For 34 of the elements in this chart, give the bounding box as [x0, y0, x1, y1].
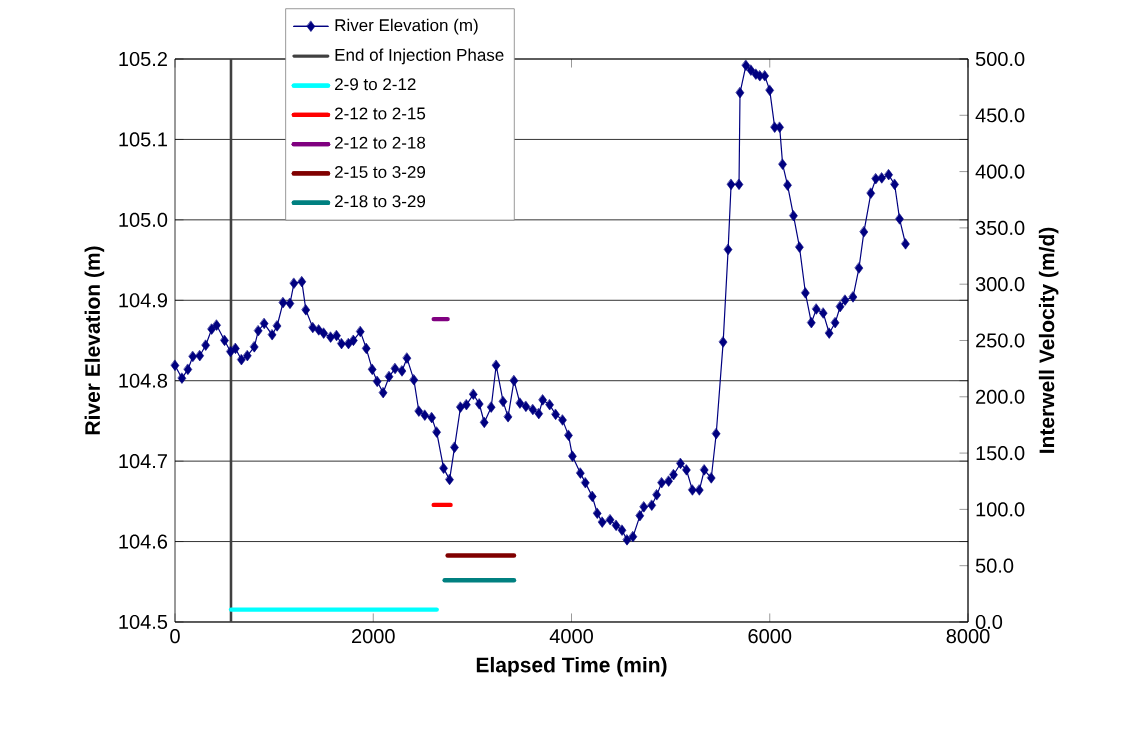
- y2-tick-label: 200.0: [976, 389, 1025, 404]
- y2-tick-label: 250.0: [976, 333, 1025, 348]
- y-tick-label: 105.1: [119, 132, 167, 147]
- y-tick-label: 104.8: [119, 373, 168, 388]
- y2-tick-label: 350.0: [975, 220, 1025, 235]
- x-tick-label: 6000: [748, 629, 792, 644]
- y-tick-label: 105.0: [119, 212, 168, 227]
- y2-axis-title: Interwell Velocity (m/d): [1038, 227, 1059, 453]
- y-axis-title: River Elevation (m): [84, 246, 105, 435]
- legend-label: 2-9 to 2-12: [335, 78, 416, 91]
- x-axis-title: Elapsed Time (min): [476, 656, 667, 677]
- y2-tick-label: 100.0: [976, 502, 1025, 517]
- legend-label: 2-12 to 2-18: [335, 136, 426, 149]
- y-tick-label: 104.6: [119, 534, 168, 549]
- legend-label: River Elevation (m): [335, 18, 478, 35]
- y2-tick-label: 400.0: [975, 164, 1025, 179]
- x-tick-label: 2000: [352, 629, 395, 644]
- legend-label: 2-12 to 2-15: [335, 107, 426, 120]
- x-tick-label: 0: [170, 629, 180, 644]
- y2-tick-label: 150.0: [976, 446, 1025, 461]
- legend-label: End of Injection Phase: [335, 48, 504, 65]
- y-tick-label: 105.2: [119, 51, 167, 67]
- y2-tick-label: 450.0: [975, 108, 1025, 123]
- y2-tick-label: 300.0: [975, 277, 1025, 292]
- y2-tick-label: 50.0: [975, 558, 1014, 573]
- x-tick-label: 8000: [946, 629, 990, 644]
- y-tick-label: 104.5: [119, 614, 168, 630]
- legend-label: 2-18 to 3-29: [335, 195, 426, 208]
- y-tick-label: 104.9: [119, 293, 168, 308]
- y2-tick-label: 0.0: [975, 614, 1003, 630]
- x-tick-label: 4000: [549, 629, 593, 644]
- y2-tick-label: 500.0: [975, 51, 1025, 67]
- y-tick-label: 104.7: [119, 454, 167, 469]
- legend-label: 2-15 to 3-29: [335, 165, 426, 178]
